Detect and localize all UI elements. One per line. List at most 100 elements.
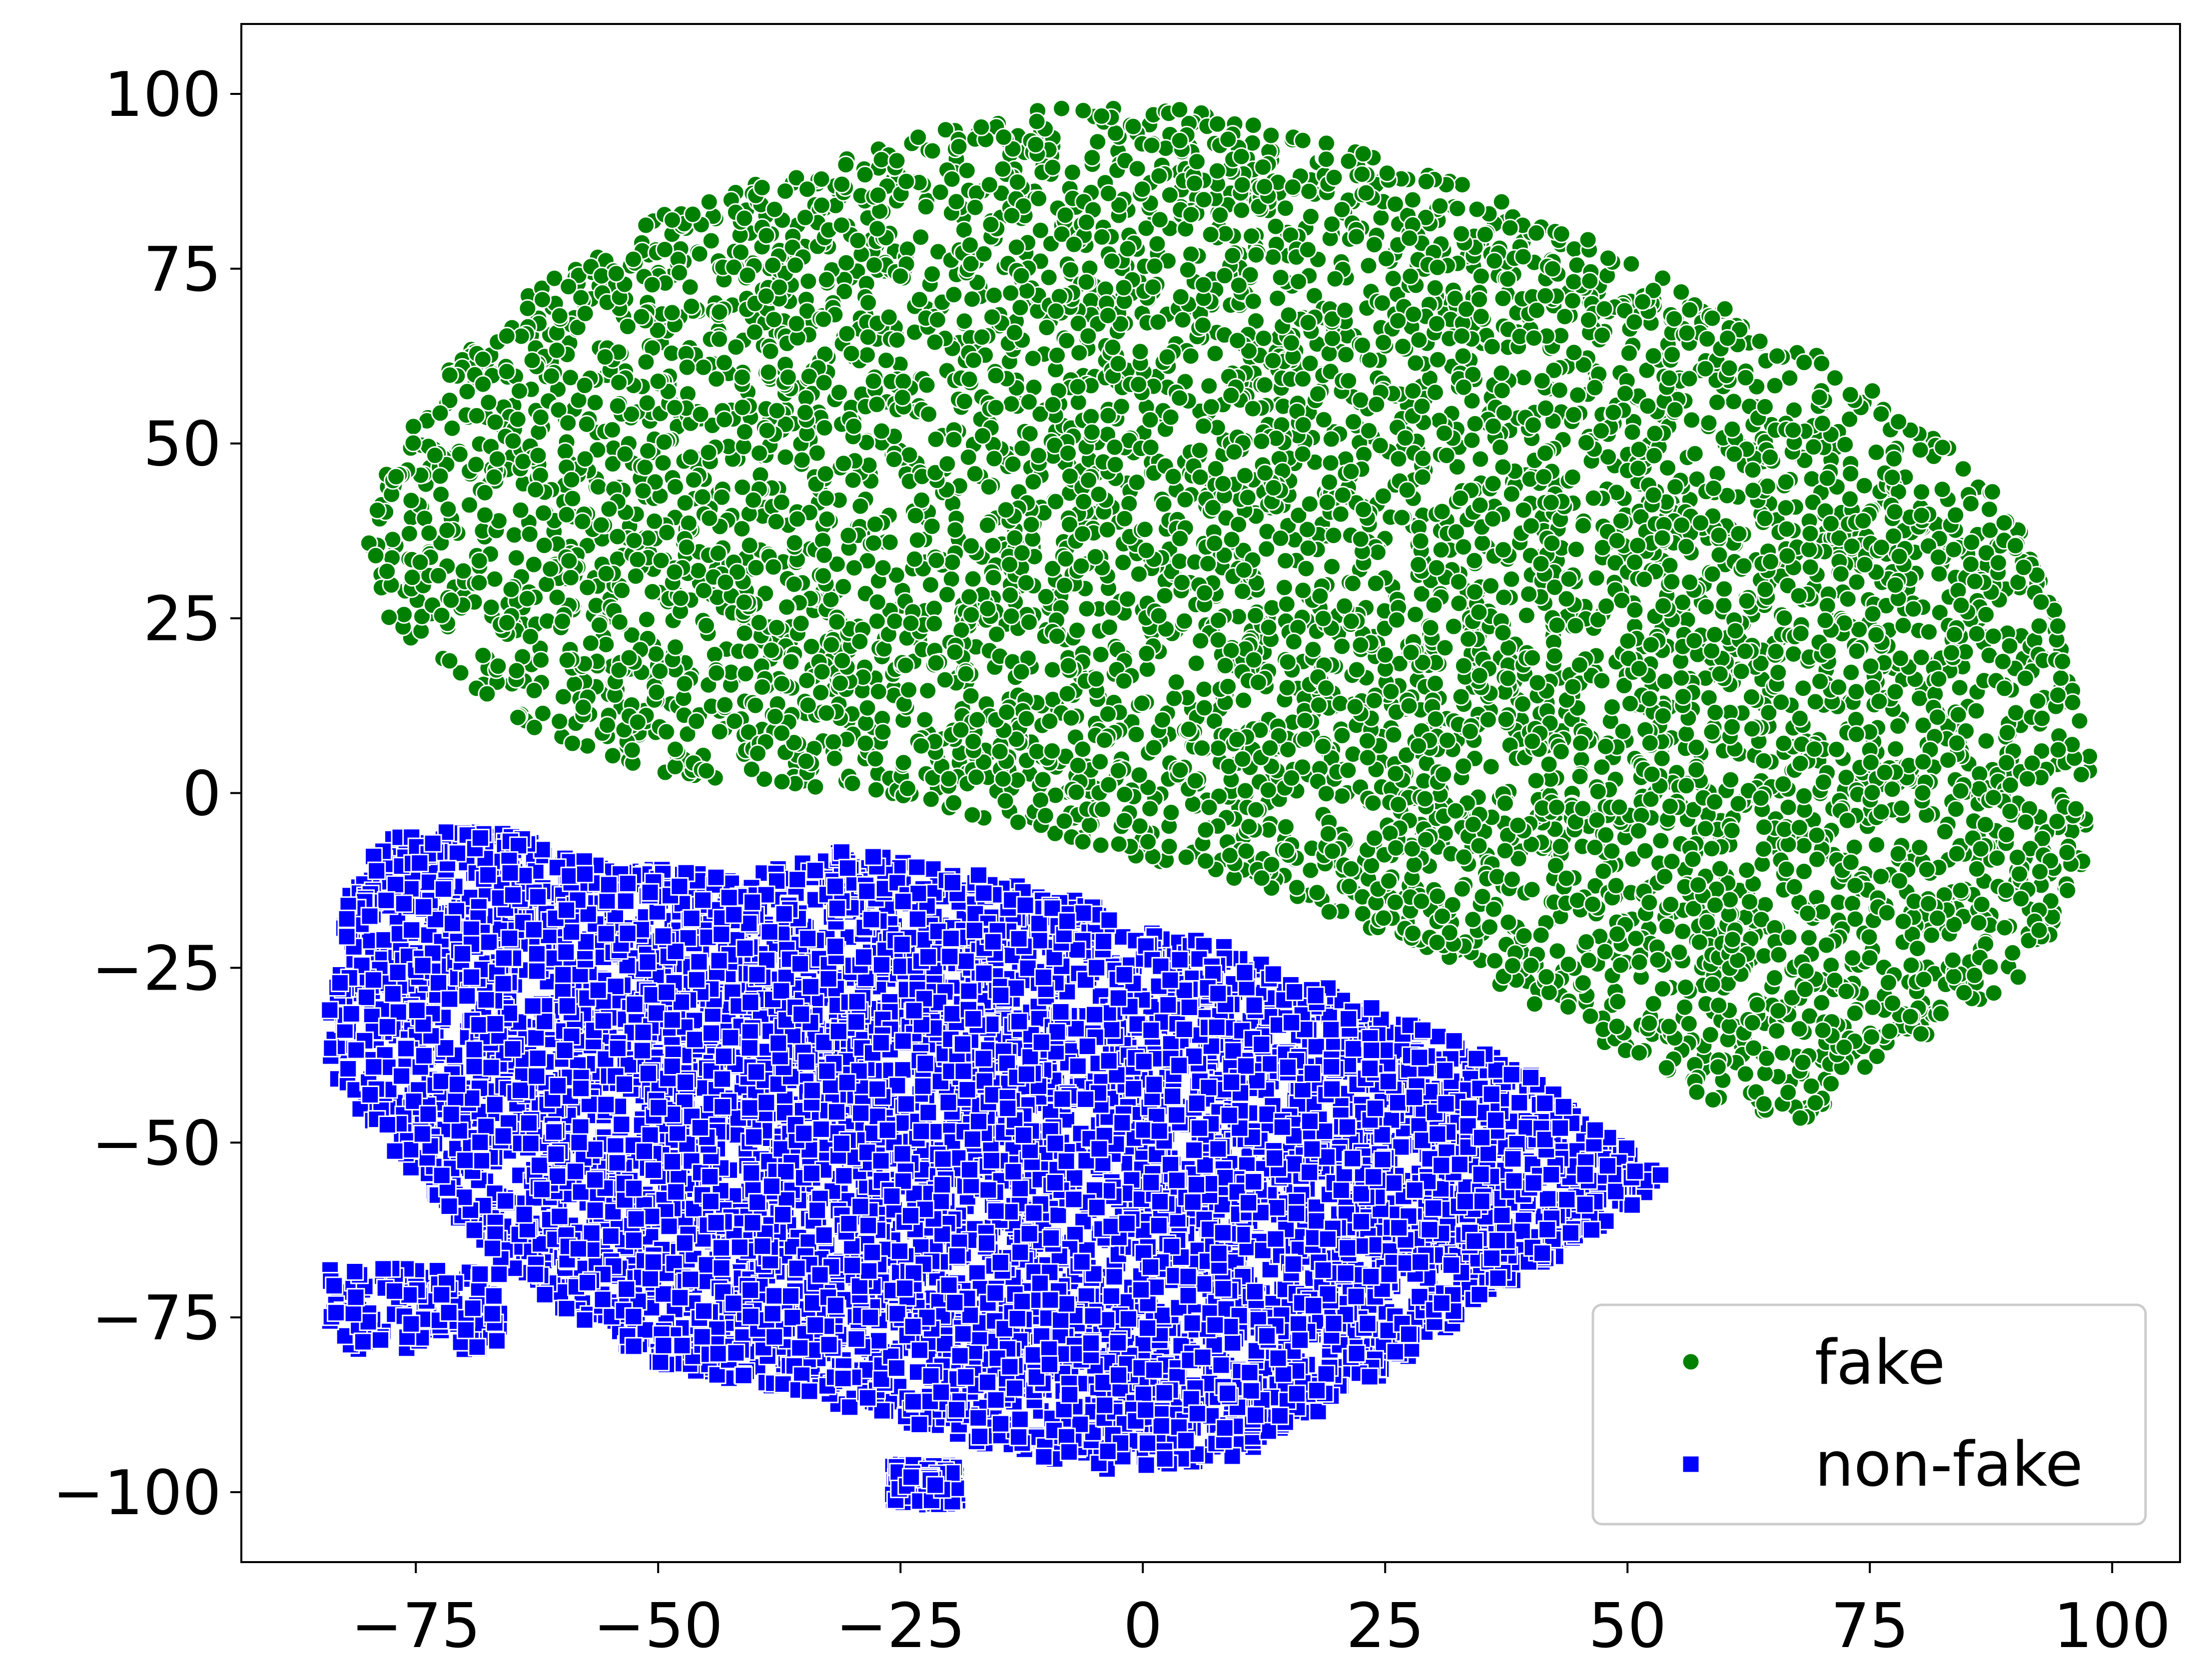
point-non-fake xyxy=(1384,1173,1403,1192)
point-non-fake xyxy=(950,1346,969,1365)
point-non-fake xyxy=(1285,1154,1304,1173)
point-non-fake xyxy=(1199,1078,1218,1097)
point-non-fake xyxy=(1307,1037,1326,1056)
point-non-fake xyxy=(787,1259,806,1278)
point-non-fake xyxy=(1344,1039,1363,1058)
point-non-fake xyxy=(667,1182,686,1201)
point-non-fake xyxy=(1259,1422,1278,1441)
point-non-fake xyxy=(1606,1182,1625,1201)
point-non-fake xyxy=(633,1041,652,1060)
point-non-fake xyxy=(740,1099,759,1118)
point-non-fake xyxy=(1622,1195,1641,1214)
point-non-fake xyxy=(872,1370,891,1389)
point-non-fake xyxy=(734,1366,753,1385)
point-non-fake xyxy=(1362,999,1381,1018)
point-non-fake xyxy=(772,982,791,1001)
point-non-fake xyxy=(402,921,421,940)
point-non-fake xyxy=(939,1093,958,1112)
point-non-fake xyxy=(1502,1065,1521,1084)
point-non-fake xyxy=(893,1061,912,1080)
point-non-fake xyxy=(375,931,394,949)
point-non-fake xyxy=(1005,1379,1024,1398)
point-non-fake xyxy=(337,927,356,946)
point-non-fake xyxy=(1264,965,1283,984)
point-non-fake xyxy=(617,1280,636,1299)
point-non-fake xyxy=(872,956,891,974)
point-non-fake xyxy=(1011,1243,1030,1262)
point-non-fake xyxy=(1303,1139,1322,1158)
point-non-fake xyxy=(783,1308,802,1327)
point-non-fake xyxy=(1138,1319,1157,1338)
point-non-fake xyxy=(654,1284,673,1303)
point-non-fake xyxy=(970,1427,989,1446)
point-non-fake xyxy=(535,1285,554,1304)
point-non-fake xyxy=(1011,1179,1030,1198)
point-non-fake xyxy=(1030,914,1049,933)
series-non-fake xyxy=(320,822,1670,1515)
point-non-fake xyxy=(606,977,625,996)
point-non-fake xyxy=(868,1080,887,1099)
point-non-fake xyxy=(1167,1106,1186,1124)
point-non-fake xyxy=(448,844,467,863)
point-non-fake xyxy=(1386,1342,1405,1361)
point-non-fake xyxy=(527,944,546,963)
point-non-fake xyxy=(1358,1314,1377,1333)
point-non-fake xyxy=(361,1086,380,1104)
point-non-fake xyxy=(893,1032,912,1051)
point-non-fake xyxy=(671,1288,690,1307)
point-non-fake xyxy=(1049,1206,1068,1225)
point-non-fake xyxy=(1177,1431,1195,1450)
point-non-fake xyxy=(616,892,635,911)
point-non-fake xyxy=(527,962,546,981)
point-non-fake xyxy=(1347,1287,1366,1306)
point-non-fake xyxy=(1445,1032,1464,1051)
point-non-fake xyxy=(800,1382,819,1401)
point-non-fake xyxy=(1246,1406,1265,1425)
point-non-fake xyxy=(1492,1206,1511,1225)
point-non-fake xyxy=(1510,1094,1529,1112)
point-non-fake xyxy=(388,963,407,982)
point-non-fake xyxy=(861,1308,880,1327)
point-non-fake xyxy=(397,1039,415,1058)
point-non-fake xyxy=(1586,1120,1605,1139)
point-non-fake xyxy=(1094,1373,1113,1392)
point-non-fake xyxy=(554,965,573,984)
point-non-fake xyxy=(826,877,844,896)
point-non-fake xyxy=(641,1269,660,1288)
point-non-fake xyxy=(1521,1068,1540,1087)
point-non-fake xyxy=(1094,932,1113,951)
point-non-fake xyxy=(791,954,809,973)
point-non-fake xyxy=(1223,1333,1242,1352)
point-non-fake xyxy=(386,875,405,894)
point-non-fake xyxy=(1142,1173,1161,1192)
point-non-fake xyxy=(781,1287,800,1305)
point-non-fake xyxy=(740,1023,759,1042)
point-non-fake xyxy=(663,1152,682,1171)
point-non-fake xyxy=(774,904,793,923)
point-non-fake xyxy=(1436,1061,1455,1080)
point-non-fake xyxy=(1134,1385,1153,1404)
point-non-fake xyxy=(803,1293,822,1312)
point-non-fake xyxy=(1561,1223,1580,1242)
point-non-fake xyxy=(727,1343,745,1362)
point-non-fake xyxy=(913,1077,932,1096)
point-non-fake xyxy=(1270,1406,1289,1425)
point-non-fake xyxy=(1309,1402,1328,1421)
point-non-fake xyxy=(1362,1041,1381,1060)
point-non-fake xyxy=(1479,1144,1497,1163)
point-non-fake xyxy=(693,1327,712,1346)
point-non-fake xyxy=(339,1060,358,1078)
point-non-fake xyxy=(1170,950,1189,969)
point-non-fake xyxy=(1100,911,1119,930)
point-non-fake xyxy=(712,925,731,944)
point-non-fake xyxy=(496,1191,515,1210)
point-non-fake xyxy=(1429,1027,1448,1046)
point-non-fake xyxy=(974,964,993,983)
point-non-fake xyxy=(908,910,927,929)
point-non-fake xyxy=(562,923,581,942)
point-non-fake xyxy=(829,1022,848,1041)
point-non-fake xyxy=(1307,1211,1326,1230)
point-non-fake xyxy=(897,1095,915,1114)
point-non-fake xyxy=(432,1072,451,1091)
